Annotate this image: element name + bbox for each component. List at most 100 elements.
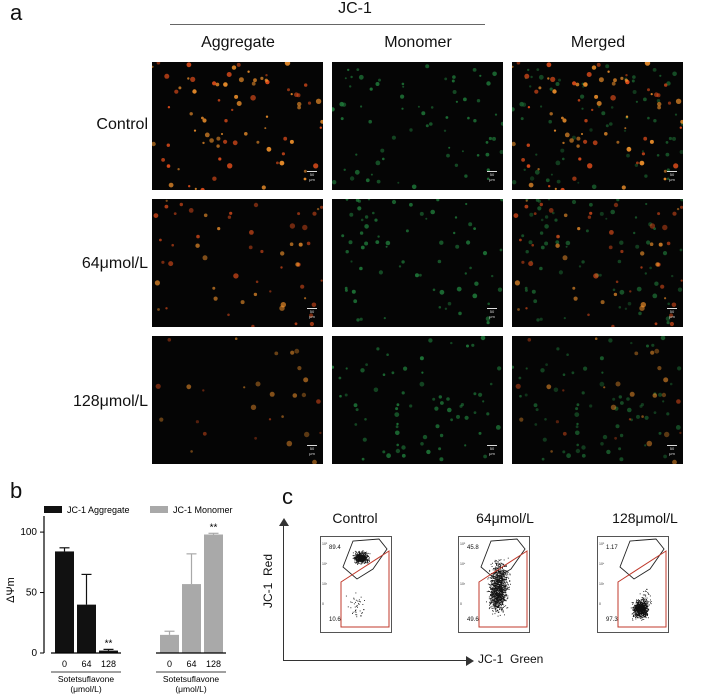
red-cell [562,141,565,145]
green-cell [539,317,543,321]
green-cell [675,425,681,430]
event-dot [640,609,642,610]
red-cell [289,223,296,229]
micrograph-merged-0: 50 μm [512,62,683,190]
event-dot [638,603,640,605]
event-dot [492,593,493,595]
red-cell [613,78,617,83]
event-dot [356,560,357,562]
green-cell [577,181,580,184]
event-dot [636,612,638,614]
event-dot [496,588,498,590]
event-dot [494,586,495,587]
event-dot [368,560,370,562]
event-dot [494,572,496,574]
event-dot [354,557,356,559]
green-cell [662,400,665,403]
green-cell [646,240,651,245]
green-cell [656,99,661,103]
red-cell [195,420,199,424]
event-dot [356,561,358,563]
red-cell [524,204,529,209]
event-dot [499,578,501,579]
event-dot [495,574,497,576]
red-cell [525,199,528,202]
event-dot [499,597,501,598]
event-dot [501,573,503,575]
event-dot [492,610,494,612]
event-dot [500,570,502,572]
red-cell [223,82,228,87]
red-cell [315,98,322,104]
event-dot [501,576,503,578]
green-cell [550,173,553,176]
event-dot [493,600,494,601]
event-dot [640,613,642,615]
red-cell [287,88,290,92]
red-cell [519,238,522,242]
event-dot [492,579,493,581]
event-dot [505,570,507,572]
event-dot [640,601,642,603]
red-cell [629,290,632,293]
red-cell [676,207,680,211]
red-cell [254,436,257,440]
scale-bar: 50 μm [487,308,497,319]
green-cell [351,289,356,294]
event-dot [356,552,358,553]
red-cell [224,119,228,123]
event-dot [502,569,504,571]
event-dot [501,595,503,597]
event-dot [492,595,493,597]
red-cell [167,338,172,342]
group-unit-label: (μmol/L) [175,684,207,694]
event-dot [643,608,645,610]
red-cell [664,431,670,438]
event-dot [495,594,497,595]
event-dot [500,588,502,590]
red-cell [311,302,317,308]
event-dot [497,583,499,585]
red-cell [227,215,232,219]
red-cell [189,112,193,116]
event-dot [356,605,358,606]
event-dot [355,614,357,616]
event-dot [498,604,500,606]
event-dot [503,585,505,587]
green-cell [620,401,624,405]
red-cell [178,86,182,90]
event-dot [497,579,499,580]
red-cell [528,182,534,188]
red-cell [610,404,617,410]
red-cell [519,417,524,422]
red-cell [297,105,301,110]
event-dot [501,597,502,599]
event-dot [490,594,491,596]
green-cell [630,341,633,345]
red-cell [201,116,204,120]
red-cell [512,65,514,68]
event-dot [492,583,494,585]
event-dot [502,591,504,592]
red-cell [578,157,582,161]
red-cell [217,227,221,231]
green-cell [599,381,605,387]
red-cell [587,163,593,169]
green-cell [545,178,550,183]
event-dot [367,556,368,557]
event-dot [637,613,639,615]
red-cell [608,245,613,250]
red-cell [527,338,532,342]
event-dot [352,611,354,613]
green-cell [619,289,625,295]
green-cell [452,75,456,79]
red-cell [174,89,179,94]
event-dot [502,574,504,576]
y-tick-label: 10⁴ [599,562,605,566]
event-dot [357,600,359,602]
event-dot [492,580,494,582]
event-dot [496,604,497,606]
green-cell [614,406,619,411]
event-dot [496,602,498,604]
event-dot [357,557,359,559]
